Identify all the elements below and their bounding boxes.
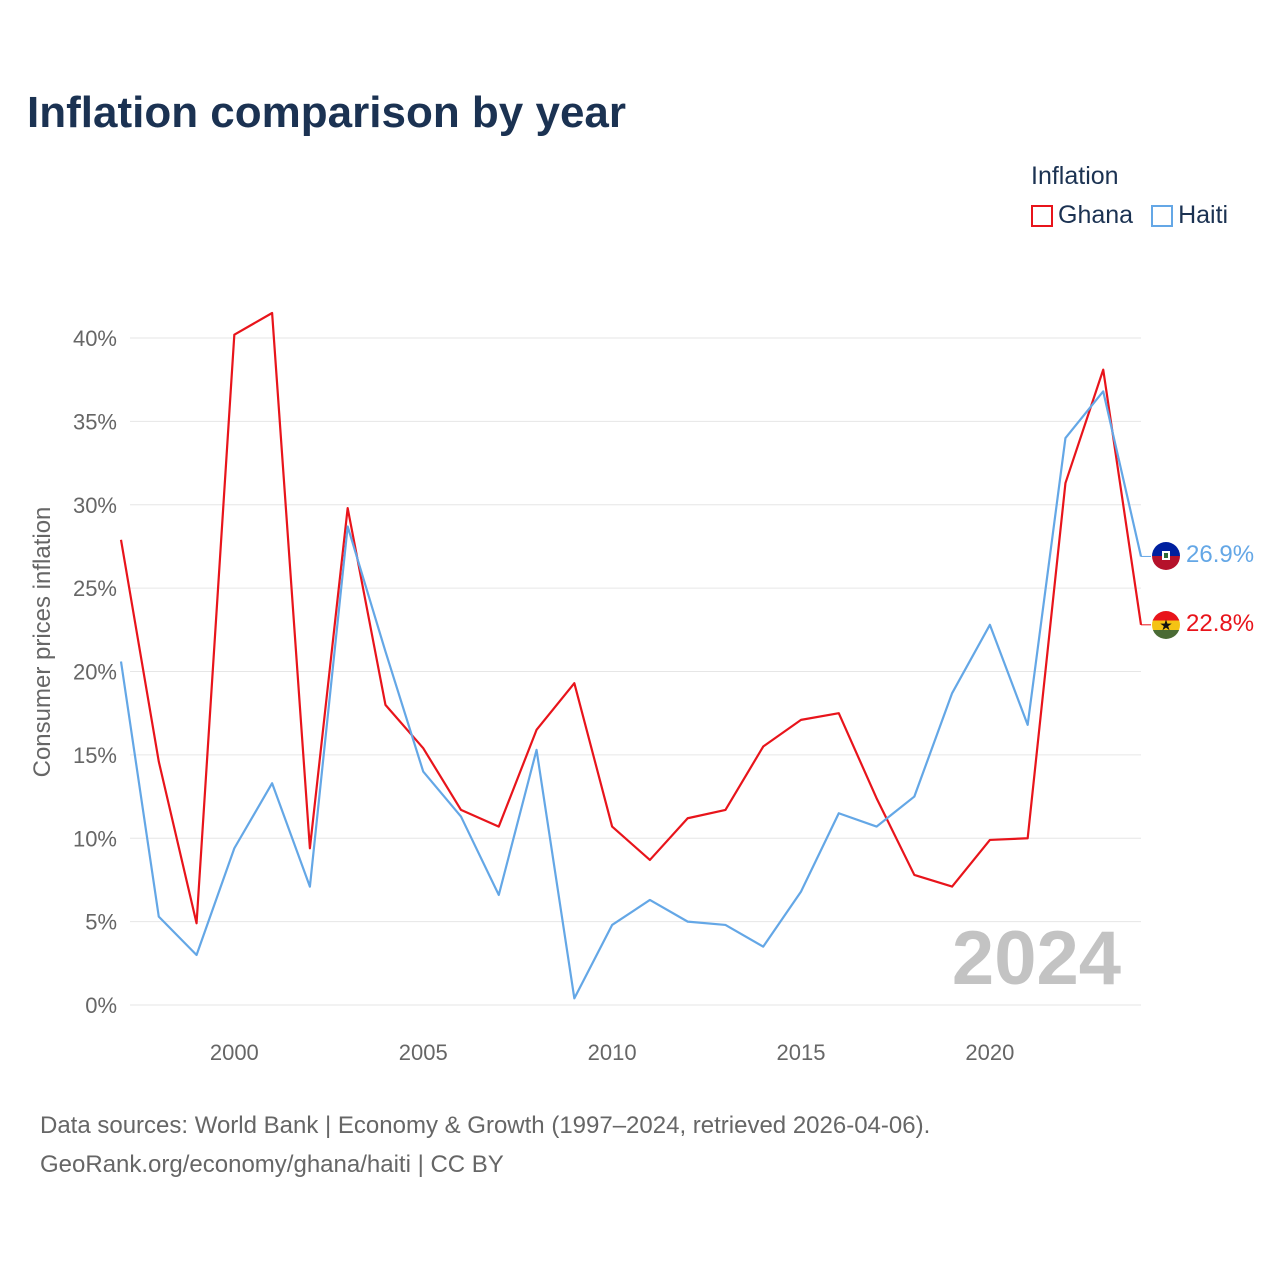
data-point-haiti-2020[interactable]: [985, 620, 995, 630]
data-point-ghana-2010[interactable]: [607, 822, 617, 832]
legend-title: Inflation: [1031, 162, 1119, 190]
data-point-ghana-2018[interactable]: [909, 870, 919, 880]
y-tick-label-0: 0%: [85, 993, 117, 1018]
data-point-ghana-2007[interactable]: [494, 822, 504, 832]
data-point-ghana-2016[interactable]: [834, 708, 844, 718]
year-watermark: 2024: [952, 916, 1121, 1001]
data-point-haiti-2011[interactable]: [645, 895, 655, 905]
data-point-ghana-2022[interactable]: [1060, 478, 1070, 488]
data-point-ghana-2000[interactable]: [229, 330, 239, 340]
data-point-haiti-2012[interactable]: [683, 917, 693, 927]
data-point-haiti-2004[interactable]: [380, 646, 390, 656]
series-line-haiti[interactable]: [119, 390, 1143, 1000]
data-point-haiti-2005[interactable]: [418, 767, 428, 777]
y-tick-label-5: 5%: [85, 910, 117, 935]
x-tick-label-2020: 2020: [965, 1040, 1014, 1065]
data-point-haiti-2016[interactable]: [834, 808, 844, 818]
legend: Inflation Ghana Haiti: [1031, 162, 1228, 230]
data-point-ghana-2008[interactable]: [532, 725, 542, 735]
data-point-ghana-2012[interactable]: [683, 813, 693, 823]
x-axis-ticks: 2000 2005 2010 2015 2020: [210, 1040, 1015, 1065]
legend-label-ghana: Ghana: [1058, 201, 1134, 229]
end-label-haiti: 26.9%: [1186, 541, 1254, 568]
data-point-haiti-2007[interactable]: [494, 890, 504, 900]
data-point-ghana-1999[interactable]: [192, 918, 202, 928]
data-point-haiti-2010[interactable]: [607, 920, 617, 930]
data-point-haiti-2014[interactable]: [758, 942, 768, 952]
data-point-haiti-2021[interactable]: [1023, 720, 1033, 730]
data-point-ghana-2011[interactable]: [645, 855, 655, 865]
legend-item-ghana[interactable]: Ghana: [1031, 201, 1133, 230]
data-point-haiti-2022[interactable]: [1060, 433, 1070, 443]
data-point-haiti-2002[interactable]: [305, 882, 315, 892]
data-point-ghana-2020[interactable]: [985, 835, 995, 845]
legend-item-haiti[interactable]: Haiti: [1151, 201, 1228, 230]
data-point-haiti-2018[interactable]: [909, 792, 919, 802]
grid-lines: [130, 337, 1141, 1006]
data-point-haiti-2023[interactable]: [1098, 386, 1108, 396]
y-tick-label-20: 20%: [73, 660, 117, 685]
legend-swatch-ghana: [1031, 204, 1053, 227]
y-tick-label-30: 30%: [73, 493, 117, 518]
data-point-haiti-1999[interactable]: [192, 950, 202, 960]
data-point-ghana-2015[interactable]: [796, 715, 806, 725]
haiti-flag-icon: [1152, 542, 1180, 570]
x-tick-label-2010: 2010: [588, 1040, 637, 1065]
data-point-ghana-2014[interactable]: [758, 742, 768, 752]
y-tick-label-25: 25%: [73, 576, 117, 601]
y-axis-ticks: 0% 5% 10% 15% 20% 25% 30% 35% 40%: [73, 326, 117, 1018]
y-tick-label-35: 35%: [73, 409, 117, 434]
data-point-ghana-2005[interactable]: [418, 743, 428, 753]
data-point-haiti-2009[interactable]: [569, 993, 579, 1003]
data-point-ghana-2019[interactable]: [947, 882, 957, 892]
data-point-haiti-2003[interactable]: [343, 521, 353, 531]
data-point-ghana-2003[interactable]: [343, 503, 353, 513]
end-label-ghana: 22.8%: [1186, 610, 1254, 637]
data-point-haiti-2001[interactable]: [267, 778, 277, 788]
series-line-ghana[interactable]: [119, 311, 1143, 925]
source-line-1: Data sources: World Bank | Economy & Gro…: [40, 1112, 931, 1139]
data-point-ghana-2001[interactable]: [267, 308, 277, 318]
y-tick-label-10: 10%: [73, 826, 117, 851]
data-point-ghana-2021[interactable]: [1023, 833, 1033, 843]
data-point-haiti-2017[interactable]: [872, 822, 882, 832]
inflation-line-chart: 0%5%10%15%20%25%30%35%40% 2000 2005 2010 20…: [29, 308, 1254, 1065]
data-point-ghana-2009[interactable]: [569, 678, 579, 688]
y-tick-label-15: 15%: [73, 743, 117, 768]
data-point-haiti-2006[interactable]: [456, 812, 466, 822]
legend-label-haiti: Haiti: [1178, 201, 1229, 229]
ghana-flag-icon: [1152, 611, 1180, 639]
x-tick-label-2015: 2015: [777, 1040, 826, 1065]
data-point-ghana-2017[interactable]: [872, 793, 882, 803]
data-point-ghana-2023[interactable]: [1098, 365, 1108, 375]
data-point-haiti-2008[interactable]: [532, 745, 542, 755]
data-point-haiti-2000[interactable]: [229, 843, 239, 853]
data-point-haiti-1997[interactable]: [116, 656, 126, 666]
data-point-ghana-2004[interactable]: [380, 700, 390, 710]
data-point-ghana-2013[interactable]: [720, 805, 730, 815]
x-tick-label-2000: 2000: [210, 1040, 259, 1065]
chart-title: Inflation comparison by year: [27, 88, 627, 137]
y-axis-label: Consumer prices inflation: [29, 507, 56, 778]
legend-items: Ghana Haiti: [1031, 201, 1228, 230]
data-source: Data sources: World Bank | Economy & Gro…: [40, 1106, 930, 1184]
data-point-ghana-1997[interactable]: [116, 535, 126, 545]
y-tick-label-40: 40%: [73, 326, 117, 351]
legend-swatch-haiti: [1151, 204, 1174, 227]
source-line-2[interactable]: GeoRank.org/economy/ghana/haiti | CC BY: [40, 1151, 504, 1178]
data-point-ghana-1998[interactable]: [154, 757, 164, 767]
end-labels: 22.8% 26.9%: [1141, 541, 1254, 637]
data-point-haiti-2019[interactable]: [947, 688, 957, 698]
data-point-haiti-2013[interactable]: [720, 920, 730, 930]
x-tick-label-2005: 2005: [399, 1040, 448, 1065]
data-point-haiti-1998[interactable]: [154, 912, 164, 922]
data-point-haiti-2015[interactable]: [796, 887, 806, 897]
series-lines: [116, 308, 1143, 1003]
